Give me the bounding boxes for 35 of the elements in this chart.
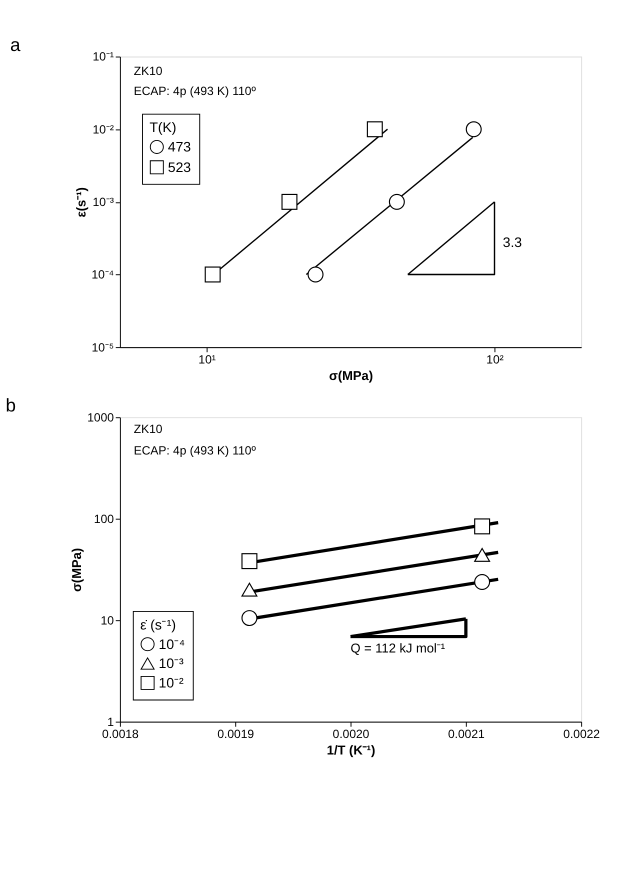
y-tick-label: 10⁻¹ — [92, 50, 114, 64]
annotation: 3.3 — [502, 234, 522, 250]
annotation: Q = 112 kJ mol⁻¹ — [350, 640, 446, 656]
annotation: ZK10 — [134, 422, 163, 436]
y-tick-label: 100 — [94, 512, 114, 526]
legend-label: 10⁻⁴ — [158, 636, 186, 652]
y-tick-label: 1 — [107, 714, 114, 729]
legend-title: T(K) — [149, 119, 176, 136]
annotation: ECAP: 4p (493 K) 110º — [134, 84, 256, 98]
y-tick-label: 10⁻⁵ — [92, 340, 114, 354]
legend-label: 523 — [168, 158, 192, 175]
x-axis-title: 1/T (K⁻¹) — [326, 742, 376, 758]
y-tick-label: 1000 — [87, 410, 114, 424]
annotation: ECAP: 4p (493 K) 110º — [134, 443, 256, 458]
legend-label: 10⁻³ — [158, 655, 184, 672]
x-tick-label: 0.0021 — [448, 726, 485, 741]
x-tick-label: 0.0020 — [332, 726, 370, 741]
x-tick-label: 0.0022 — [563, 726, 600, 741]
x-tick-label: 0.0019 — [217, 726, 254, 741]
x-tick-label: 0.0018 — [102, 726, 140, 741]
x-tick-label: 10² — [486, 352, 504, 366]
y-tick-label: 10⁻³ — [92, 195, 114, 210]
y-tick-label: 10 — [100, 613, 114, 628]
x-axis-title: σ(MPa) — [329, 368, 373, 383]
y-axis-title: σ(MPa) — [68, 548, 84, 592]
y-tick-label: 10⁻² — [92, 122, 114, 136]
legend-title: ε̇ (s⁻¹) — [140, 616, 176, 632]
chart-title: b — [6, 394, 16, 416]
chart-title: a — [10, 34, 22, 56]
x-tick-label: 10¹ — [198, 352, 216, 366]
y-tick-label: 10⁻⁴ — [91, 268, 114, 282]
annotation: ZK10 — [134, 64, 163, 78]
legend-label: 10⁻² — [158, 674, 184, 691]
legend-label: 473 — [168, 138, 192, 155]
y-axis-title: ε(s⁻¹) — [73, 187, 88, 218]
